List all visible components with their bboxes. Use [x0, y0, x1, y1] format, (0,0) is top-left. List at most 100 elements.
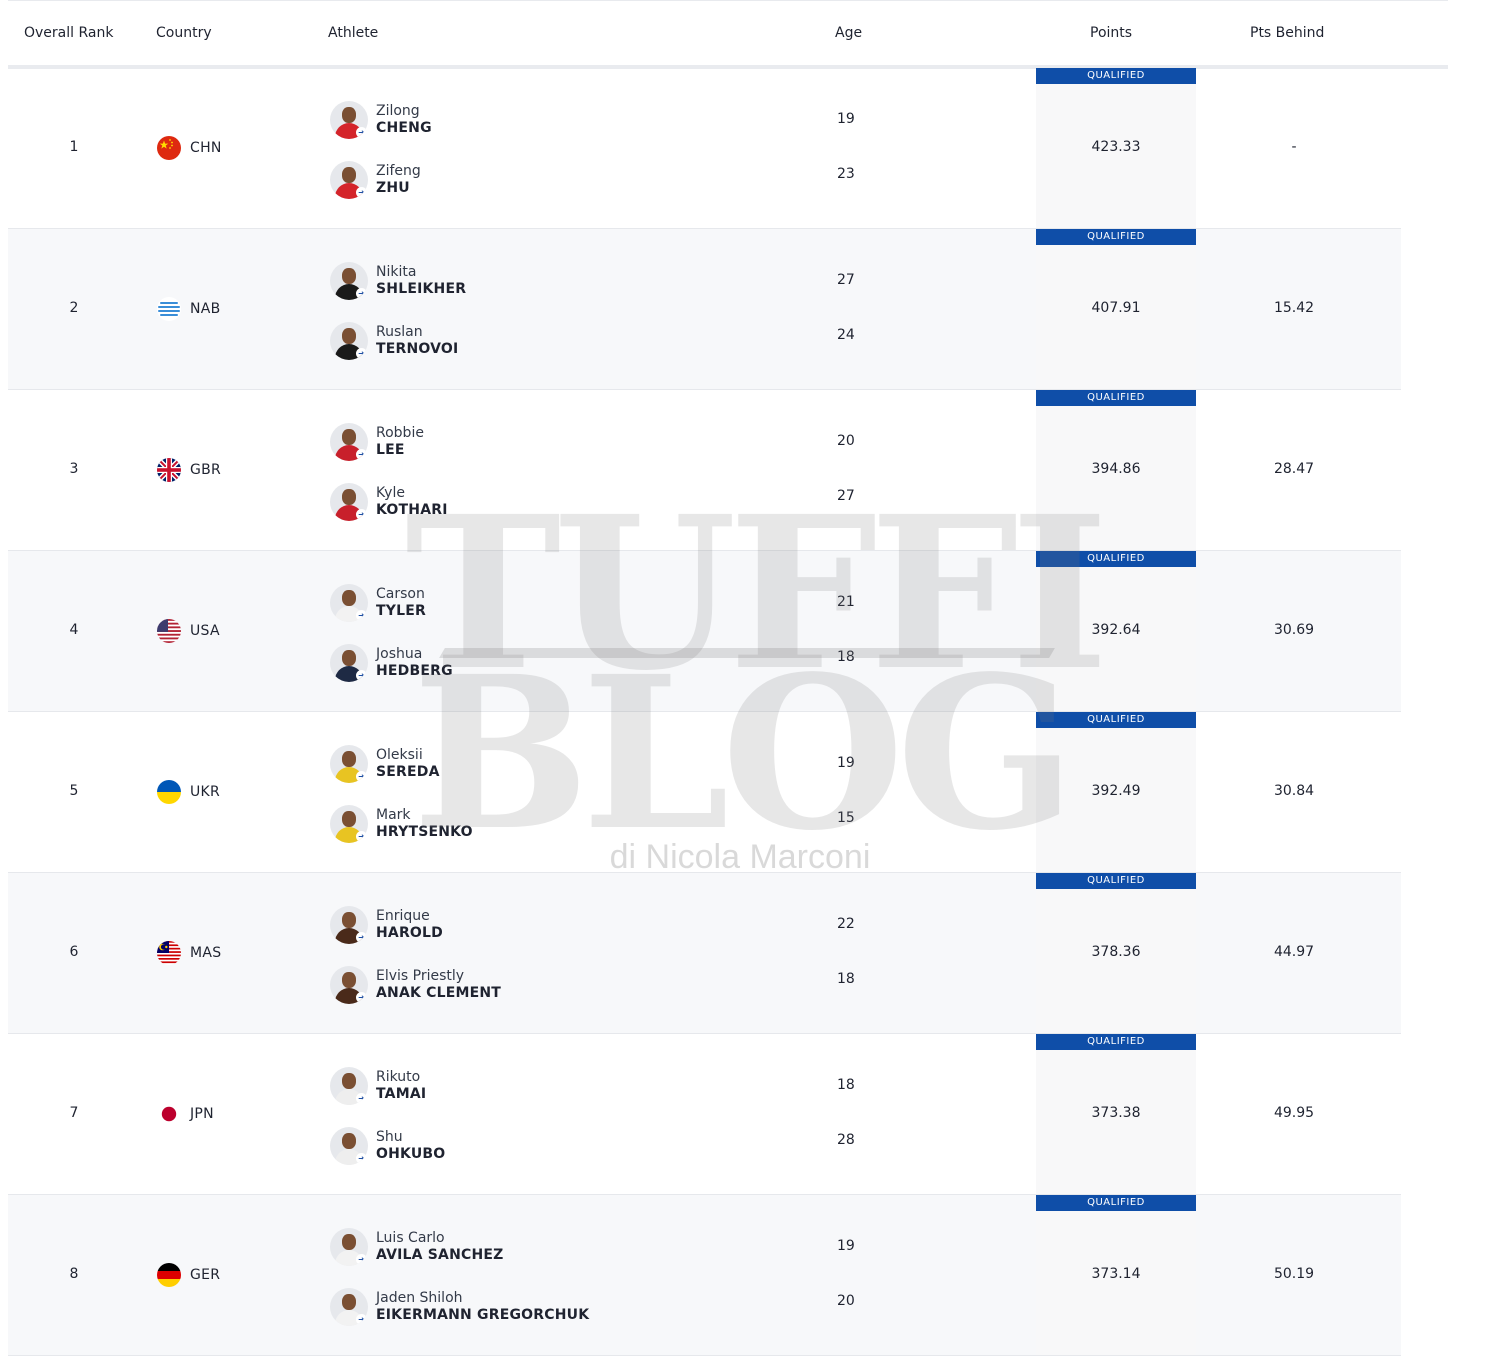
overall-rank: 7 — [69, 1105, 79, 1121]
athlete-entry[interactable]: ➜ Shu OHKUBO — [330, 1126, 445, 1166]
header-overall-rank[interactable]: Overall Rank — [24, 25, 114, 41]
header-points[interactable]: Points — [1090, 25, 1133, 41]
avatar[interactable]: ➜ — [330, 805, 368, 843]
athlete-first-name[interactable]: Nikita — [376, 264, 417, 280]
athlete-first-name[interactable]: Mark — [376, 807, 411, 823]
athlete-first-name[interactable]: Joshua — [376, 646, 423, 662]
avatar[interactable]: ➜ — [330, 322, 368, 360]
athlete-entry[interactable]: ➜ Mark HRYTSENKO — [330, 804, 473, 844]
athlete-age: 15 — [837, 810, 855, 826]
athlete-last-name[interactable]: OHKUBO — [376, 1146, 446, 1162]
athlete-entry[interactable]: ➜ Zilong CHENG — [330, 100, 432, 140]
points-value: 407.91 — [1091, 300, 1141, 316]
athlete-entry[interactable]: ➜ Elvis Priestly ANAK CLEMENT — [330, 965, 501, 1005]
athlete-last-name[interactable]: ANAK CLEMENT — [376, 985, 502, 1001]
athlete-last-name[interactable]: LEE — [376, 442, 405, 458]
athlete-first-name[interactable]: Carson — [376, 586, 425, 602]
athlete-first-name[interactable]: Zifeng — [376, 163, 421, 179]
overall-rank: 8 — [69, 1266, 79, 1282]
athlete-last-name[interactable]: CHENG — [376, 120, 432, 136]
country-cell: GER — [157, 1263, 220, 1287]
athlete-first-name[interactable]: Luis Carlo — [376, 1230, 445, 1246]
athlete-entry[interactable]: ➜ Joshua HEDBERG — [330, 643, 453, 683]
table-row[interactable]: 6 MAS ➜ Enrique HAROLD — [8, 873, 1401, 1034]
athlete-first-name[interactable]: Jaden Shiloh — [376, 1290, 463, 1306]
points-cell: QUALIFIED 394.86 — [1036, 390, 1196, 550]
athlete-age: 27 — [837, 272, 855, 288]
avatar[interactable]: ➜ — [330, 1288, 368, 1326]
athlete-entry[interactable]: ➜ Luis Carlo AVILA SANCHEZ — [330, 1227, 504, 1267]
table-row[interactable]: 2 NAB ➜ Nikita SHLEIKHER — [8, 229, 1401, 390]
athlete-entry[interactable]: ➜ Carson TYLER — [330, 583, 426, 623]
header-athlete[interactable]: Athlete — [328, 25, 379, 41]
arrow-right-icon: ➜ — [356, 771, 367, 782]
athlete-first-name[interactable]: Robbie — [376, 425, 424, 441]
athlete-last-name[interactable]: SHLEIKHER — [376, 281, 467, 297]
avatar[interactable]: ➜ — [330, 101, 368, 139]
athlete-first-name[interactable]: Elvis Priestly — [376, 968, 465, 984]
avatar[interactable]: ➜ — [330, 644, 368, 682]
arrow-right-icon: ➜ — [356, 348, 367, 359]
avatar[interactable]: ➜ — [330, 423, 368, 461]
table-row[interactable]: 4 USA ➜ Carson TYLER — [8, 551, 1401, 712]
athlete-first-name[interactable]: Zilong — [376, 103, 420, 119]
table-row[interactable]: 5 UKR ➜ Oleksii SEREDA — [8, 712, 1401, 873]
athlete-last-name[interactable]: TAMAI — [376, 1086, 427, 1102]
overall-rank: 6 — [69, 944, 79, 960]
athlete-first-name[interactable]: Rikuto — [376, 1069, 421, 1085]
header-pts-behind[interactable]: Pts Behind — [1250, 25, 1325, 41]
athlete-entry[interactable]: ➜ Zifeng ZHU — [330, 160, 421, 200]
avatar[interactable]: ➜ — [330, 745, 368, 783]
athlete-last-name[interactable]: KOTHARI — [376, 502, 448, 518]
avatar[interactable]: ➜ — [330, 483, 368, 521]
athlete-last-name[interactable]: EIKERMANN GREGORCHUK — [376, 1307, 590, 1323]
athlete-last-name[interactable]: HEDBERG — [376, 663, 453, 679]
table-row[interactable]: 7 JPN ➜ Rikuto TAMAI — [8, 1034, 1401, 1195]
points-value: 392.64 — [1091, 622, 1141, 638]
athlete-first-name[interactable]: Kyle — [376, 485, 405, 501]
athlete-last-name[interactable]: HRYTSENKO — [376, 824, 473, 840]
athlete-entry[interactable]: ➜ Robbie LEE — [330, 422, 424, 462]
avatar[interactable]: ➜ — [330, 1067, 368, 1105]
header-country[interactable]: Country — [156, 25, 212, 41]
table-row[interactable]: 8 GER ➜ Luis Carlo AVILA S — [8, 1195, 1401, 1356]
athlete-entry[interactable]: ➜ Oleksii SEREDA — [330, 744, 440, 784]
qualified-badge: QUALIFIED — [1036, 68, 1196, 84]
table-row[interactable]: 3 GBR ➜ Robbie LEE — [8, 390, 1401, 551]
avatar[interactable]: ➜ — [330, 906, 368, 944]
overall-rank: 3 — [69, 461, 79, 477]
athlete-first-name[interactable]: Shu — [376, 1129, 403, 1145]
athlete-last-name[interactable]: TERNOVOI — [376, 341, 459, 357]
avatar[interactable]: ➜ — [330, 1127, 368, 1165]
athlete-entry[interactable]: ➜ Rikuto TAMAI — [330, 1066, 426, 1106]
athlete-entry[interactable]: ➜ Ruslan TERNOVOI — [330, 321, 458, 361]
athlete-last-name[interactable]: AVILA SANCHEZ — [376, 1247, 504, 1263]
athlete-last-name[interactable]: ZHU — [376, 180, 410, 196]
avatar[interactable]: ➜ — [330, 161, 368, 199]
points-cell: QUALIFIED 373.14 — [1036, 1195, 1196, 1355]
athlete-entry[interactable]: ➜ Nikita SHLEIKHER — [330, 261, 466, 301]
points-cell: QUALIFIED 392.49 — [1036, 712, 1196, 872]
avatar[interactable]: ➜ — [330, 966, 368, 1004]
header-age[interactable]: Age — [835, 25, 863, 41]
arrow-right-icon: ➜ — [356, 449, 367, 460]
athlete-last-name[interactable]: HAROLD — [376, 925, 443, 941]
arrow-right-icon: ➜ — [356, 670, 367, 681]
avatar[interactable]: ➜ — [330, 262, 368, 300]
athlete-entry[interactable]: ➜ Jaden Shiloh EIKERMANN GREGORCHUK — [330, 1287, 589, 1327]
table-row[interactable]: 1 CHN ➜ Zilong CHENG — [8, 68, 1401, 229]
results-table: Overall Rank Country Athlete Age Points … — [8, 0, 1448, 1356]
arrow-right-icon: ➜ — [356, 610, 367, 621]
avatar[interactable]: ➜ — [330, 584, 368, 622]
athlete-entry[interactable]: ➜ Kyle KOTHARI — [330, 482, 448, 522]
athlete-last-name[interactable]: TYLER — [376, 603, 426, 619]
avatar[interactable]: ➜ — [330, 1228, 368, 1266]
athlete-last-name[interactable]: SEREDA — [376, 764, 440, 780]
athlete-first-name[interactable]: Enrique — [376, 908, 430, 924]
arrow-right-icon: ➜ — [356, 932, 367, 943]
athlete-age: 20 — [837, 433, 855, 449]
athlete-first-name[interactable]: Oleksii — [376, 747, 423, 763]
athlete-first-name[interactable]: Ruslan — [376, 324, 423, 340]
qualified-badge: QUALIFIED — [1036, 390, 1196, 406]
athlete-entry[interactable]: ➜ Enrique HAROLD — [330, 905, 443, 945]
